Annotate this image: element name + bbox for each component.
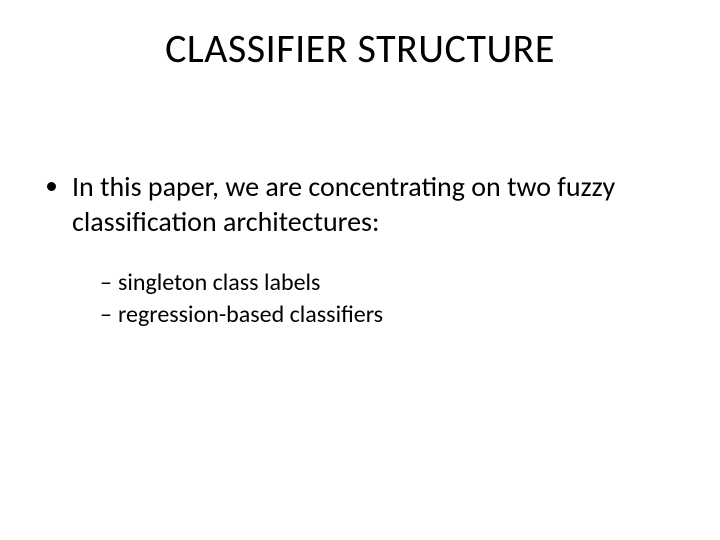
sub-item-text: regression-based classifiers — [118, 300, 383, 329]
bullet-list-level1: In this paper, we are concentrating on t… — [48, 169, 672, 332]
list-item: In this paper, we are concentrating on t… — [72, 169, 672, 332]
slide-body: In this paper, we are concentrating on t… — [48, 169, 672, 332]
slide-title: CLASSIFIER STRUCTURE — [48, 24, 672, 73]
list-item: regression-based classifiers — [100, 299, 672, 331]
slide: CLASSIFIER STRUCTURE In this paper, we a… — [0, 0, 720, 540]
intro-text: In this paper, we are concentrating on t… — [72, 169, 615, 239]
list-item: singleton class labels — [100, 267, 672, 299]
bullet-list-level2: singleton class labels regression-based … — [72, 267, 672, 332]
sub-item-text: singleton class labels — [118, 268, 320, 297]
